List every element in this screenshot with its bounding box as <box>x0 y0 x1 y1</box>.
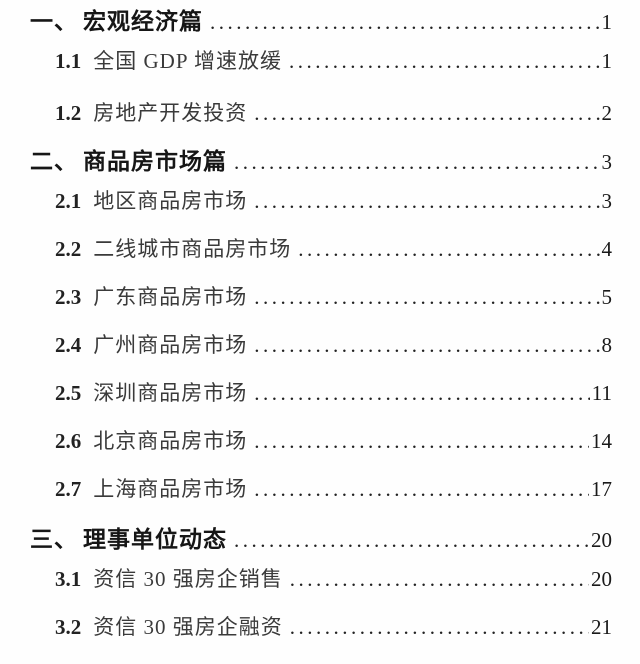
toc-row-2-4: 2.4 广州商品房市场 8 <box>30 332 612 358</box>
toc-page-number: 8 <box>601 333 613 357</box>
toc-row-2-7: 2.7 上海商品房市场 17 <box>30 476 612 502</box>
toc-item-title: 广州商品房市场 <box>93 333 248 357</box>
leader-dots <box>254 284 599 310</box>
toc-item-number: 2.5 <box>55 381 82 405</box>
leader-dots <box>210 9 600 35</box>
toc-page-number: 21 <box>591 615 612 639</box>
toc-item-title: 二线城市商品房市场 <box>93 237 292 261</box>
toc-page-number: 20 <box>591 528 612 552</box>
toc-section-title: 商品房市场篇 <box>83 148 227 174</box>
toc-item-number: 2.3 <box>55 285 82 309</box>
toc-page-number: 2 <box>601 101 613 125</box>
toc-item-title: 资信 30 强房企销售 <box>93 567 283 591</box>
toc-row-1-2: 1.2 房地产开发投资 2 <box>30 100 612 126</box>
toc-item-number: 2.7 <box>55 477 82 501</box>
toc-row-2-5: 2.5 深圳商品房市场 11 <box>30 380 612 406</box>
leader-dots <box>234 149 600 175</box>
toc-item-number: 3.2 <box>55 615 82 639</box>
toc-item-title: 广东商品房市场 <box>93 285 248 309</box>
toc-item-title: 资信 30 强房企融资 <box>93 615 283 639</box>
leader-dots <box>254 476 589 502</box>
toc-page-number: 4 <box>601 237 613 261</box>
toc-section-number: 三、 <box>30 526 78 552</box>
toc-page-number: 14 <box>591 429 612 453</box>
toc-section-number: 一、 <box>30 8 78 34</box>
toc-page-number: 3 <box>601 189 613 213</box>
toc-item-number: 2.2 <box>55 237 82 261</box>
toc-page-number: 5 <box>601 285 613 309</box>
toc-page-number: 20 <box>591 567 612 591</box>
toc-item-title: 全国 GDP 增速放缓 <box>93 49 282 73</box>
leader-dots <box>290 566 589 592</box>
toc-row-2-1: 2.1 地区商品房市场 3 <box>30 188 612 214</box>
toc-page-number: 3 <box>601 150 613 174</box>
leader-dots <box>254 428 589 454</box>
toc-row-3-1: 3.1 资信 30 强房企销售 20 <box>30 566 612 592</box>
leader-dots <box>254 332 599 358</box>
toc-item-title: 北京商品房市场 <box>93 429 248 453</box>
toc-item-number: 1.1 <box>55 49 82 73</box>
toc-item-number: 2.1 <box>55 189 82 213</box>
toc-item-number: 2.4 <box>55 333 82 357</box>
toc-page-number: 17 <box>591 477 612 501</box>
toc-section-title: 理事单位动态 <box>83 526 227 552</box>
toc-section-number: 二、 <box>30 148 78 174</box>
toc-row-section-3: 三、 理事单位动态 20 <box>30 526 612 552</box>
toc-item-title: 深圳商品房市场 <box>93 381 248 405</box>
toc-section-title: 宏观经济篇 <box>83 8 203 34</box>
leader-dots <box>254 100 599 126</box>
toc-row-2-2: 2.2 二线城市商品房市场 4 <box>30 236 612 262</box>
toc-page-number: 11 <box>591 381 612 405</box>
toc-item-number: 1.2 <box>55 101 82 125</box>
toc-page-number: 1 <box>601 49 613 73</box>
toc-item-title: 上海商品房市场 <box>93 477 248 501</box>
leader-dots <box>234 527 589 553</box>
toc-row-2-6: 2.6 北京商品房市场 14 <box>30 428 612 454</box>
toc-item-title: 房地产开发投资 <box>93 101 248 125</box>
leader-dots <box>254 380 590 406</box>
toc-item-number: 3.1 <box>55 567 82 591</box>
toc-item-number: 2.6 <box>55 429 82 453</box>
toc-item-title: 地区商品房市场 <box>93 189 248 213</box>
toc-page-number: 1 <box>601 10 613 34</box>
toc-row-1-1: 1.1 全国 GDP 增速放缓 1 <box>30 48 612 74</box>
leader-dots <box>290 614 589 640</box>
leader-dots <box>289 48 600 74</box>
toc-row-2-3: 2.3 广东商品房市场 5 <box>30 284 612 310</box>
toc-row-section-1: 一、 宏观经济篇 1 <box>30 8 612 34</box>
toc-row-section-2: 二、 商品房市场篇 3 <box>30 148 612 174</box>
toc-row-3-2: 3.2 资信 30 强房企融资 21 <box>30 614 612 640</box>
leader-dots <box>254 188 599 214</box>
leader-dots <box>298 236 599 262</box>
